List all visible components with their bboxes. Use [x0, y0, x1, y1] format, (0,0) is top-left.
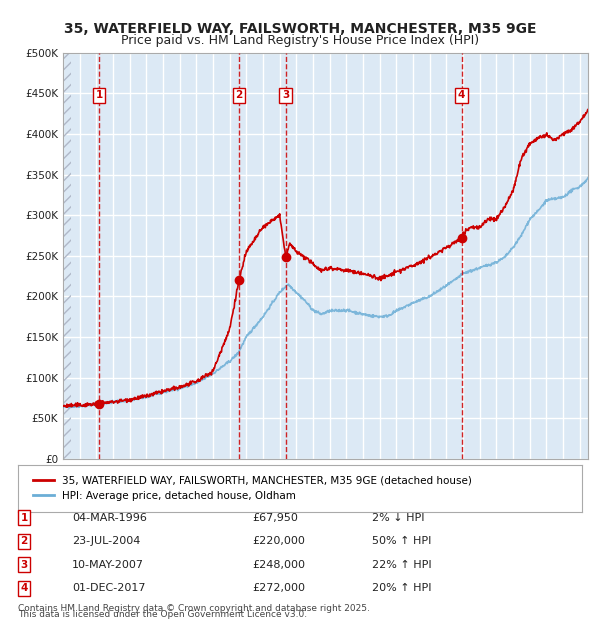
- Text: This data is licensed under the Open Government Licence v3.0.: This data is licensed under the Open Gov…: [18, 609, 307, 619]
- Text: 23-JUL-2004: 23-JUL-2004: [72, 536, 140, 546]
- Text: 35, WATERFIELD WAY, FAILSWORTH, MANCHESTER, M35 9GE: 35, WATERFIELD WAY, FAILSWORTH, MANCHEST…: [64, 22, 536, 36]
- Bar: [63, 53, 71, 459]
- Text: 20% ↑ HPI: 20% ↑ HPI: [372, 583, 431, 593]
- Text: 2: 2: [20, 536, 28, 546]
- Text: 10-MAY-2007: 10-MAY-2007: [72, 560, 144, 570]
- Text: 01-DEC-2017: 01-DEC-2017: [72, 583, 146, 593]
- Text: 2% ↓ HPI: 2% ↓ HPI: [372, 513, 425, 523]
- Text: £248,000: £248,000: [252, 560, 305, 570]
- Text: 22% ↑ HPI: 22% ↑ HPI: [372, 560, 431, 570]
- Text: £272,000: £272,000: [252, 583, 305, 593]
- Text: £67,950: £67,950: [252, 513, 298, 523]
- Text: Contains HM Land Registry data © Crown copyright and database right 2025.: Contains HM Land Registry data © Crown c…: [18, 603, 370, 613]
- Text: £220,000: £220,000: [252, 536, 305, 546]
- Text: 50% ↑ HPI: 50% ↑ HPI: [372, 536, 431, 546]
- Text: 3: 3: [282, 91, 289, 100]
- Legend: 35, WATERFIELD WAY, FAILSWORTH, MANCHESTER, M35 9GE (detached house), HPI: Avera: 35, WATERFIELD WAY, FAILSWORTH, MANCHEST…: [29, 471, 476, 505]
- Text: 3: 3: [20, 560, 28, 570]
- Text: Price paid vs. HM Land Registry's House Price Index (HPI): Price paid vs. HM Land Registry's House …: [121, 34, 479, 47]
- Text: 1: 1: [95, 91, 103, 100]
- Text: 04-MAR-1996: 04-MAR-1996: [72, 513, 147, 523]
- Text: 2: 2: [235, 91, 242, 100]
- Text: 4: 4: [458, 91, 466, 100]
- Text: 1: 1: [20, 513, 28, 523]
- Text: 4: 4: [20, 583, 28, 593]
